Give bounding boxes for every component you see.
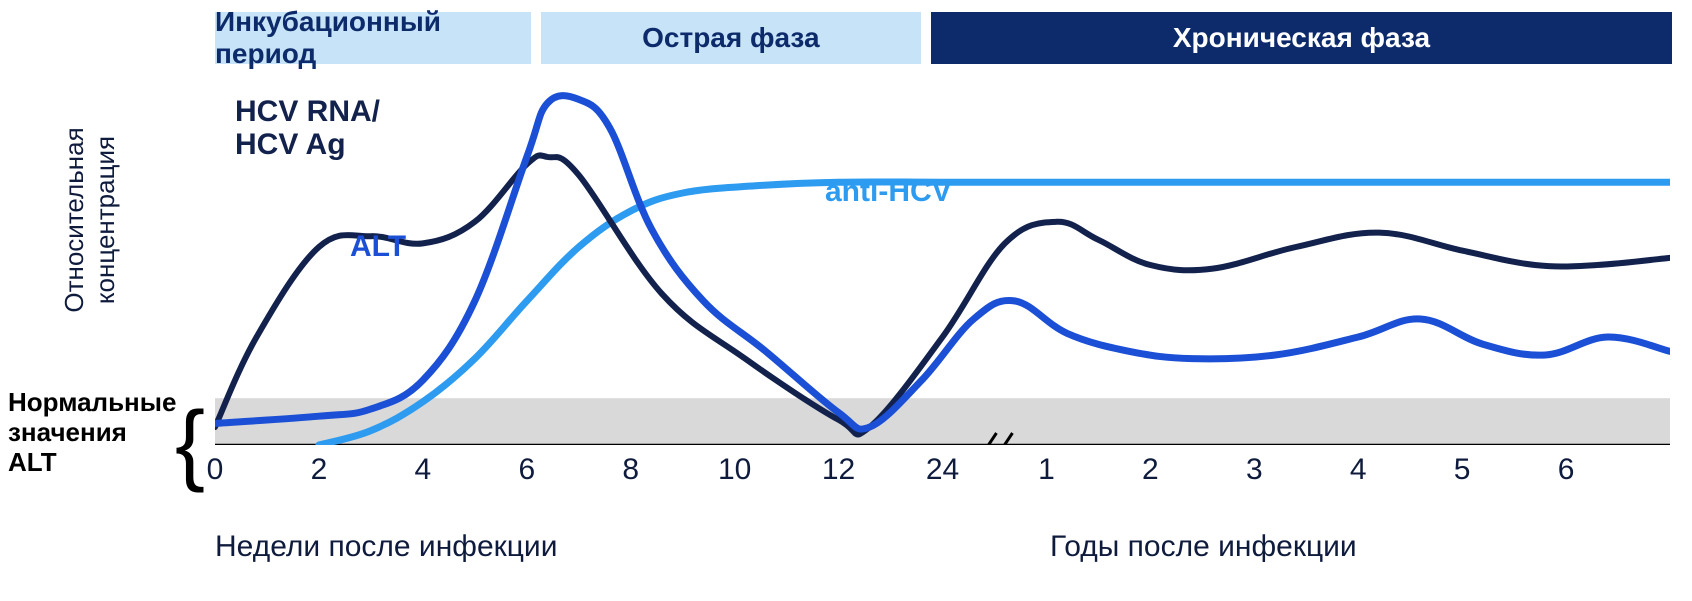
- plot-area: HCV RNA/ HCV Ag ALT anti-HCV: [215, 85, 1670, 445]
- series-label-text: anti-HCV: [825, 175, 952, 208]
- x-tick-label: 4: [415, 453, 432, 487]
- alt-normal-label: Нормальные значения ALT: [8, 388, 176, 478]
- series-label-alt: ALT: [350, 230, 406, 263]
- x-tick-label: 6: [518, 453, 535, 487]
- series-label-text: HCV RNA/ HCV Ag: [235, 95, 380, 161]
- x-tick-label: 8: [622, 453, 639, 487]
- x-tick-label: 10: [718, 453, 751, 487]
- x-tick-label: 2: [311, 453, 328, 487]
- figure-root: Инкубационный период Острая фаза Хрониче…: [0, 0, 1692, 601]
- phase-incubation: Инкубационный период: [215, 12, 531, 64]
- phase-label: Острая фаза: [642, 22, 819, 54]
- series-label-hcv-rna: HCV RNA/ HCV Ag: [235, 95, 380, 161]
- plot-svg: [215, 85, 1670, 445]
- y-axis-label: Относительная концентрация: [59, 127, 121, 312]
- x-tick-label: 5: [1454, 453, 1471, 487]
- x-tick-label: 4: [1350, 453, 1367, 487]
- x-sublabel-left: Недели после инфекции: [215, 530, 557, 564]
- x-tick-label: 12: [822, 453, 855, 487]
- x-tick-label: 6: [1558, 453, 1575, 487]
- x-tick-label: 1: [1038, 453, 1055, 487]
- phase-acute: Острая фаза: [541, 12, 921, 64]
- phase-label: Хроническая фаза: [1173, 22, 1430, 54]
- brace-icon: {: [175, 413, 205, 476]
- phase-label: Инкубационный период: [215, 6, 531, 70]
- x-tick-label: 2: [1142, 453, 1159, 487]
- series-label-text: ALT: [350, 230, 406, 263]
- x-tick-label: 24: [926, 453, 959, 487]
- phase-chronic: Хроническая фаза: [931, 12, 1672, 64]
- x-sublabel-right: Годы после инфекции: [1050, 530, 1357, 564]
- x-tick-label: 3: [1246, 453, 1263, 487]
- x-tick-label: 0: [207, 453, 224, 487]
- phase-bar: Инкубационный период Острая фаза Хрониче…: [215, 12, 1672, 64]
- series-label-anti-hcv: anti-HCV: [825, 175, 952, 208]
